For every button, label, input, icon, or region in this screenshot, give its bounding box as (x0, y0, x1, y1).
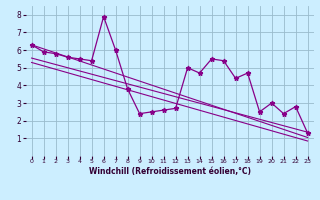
X-axis label: Windchill (Refroidissement éolien,°C): Windchill (Refroidissement éolien,°C) (89, 167, 251, 176)
